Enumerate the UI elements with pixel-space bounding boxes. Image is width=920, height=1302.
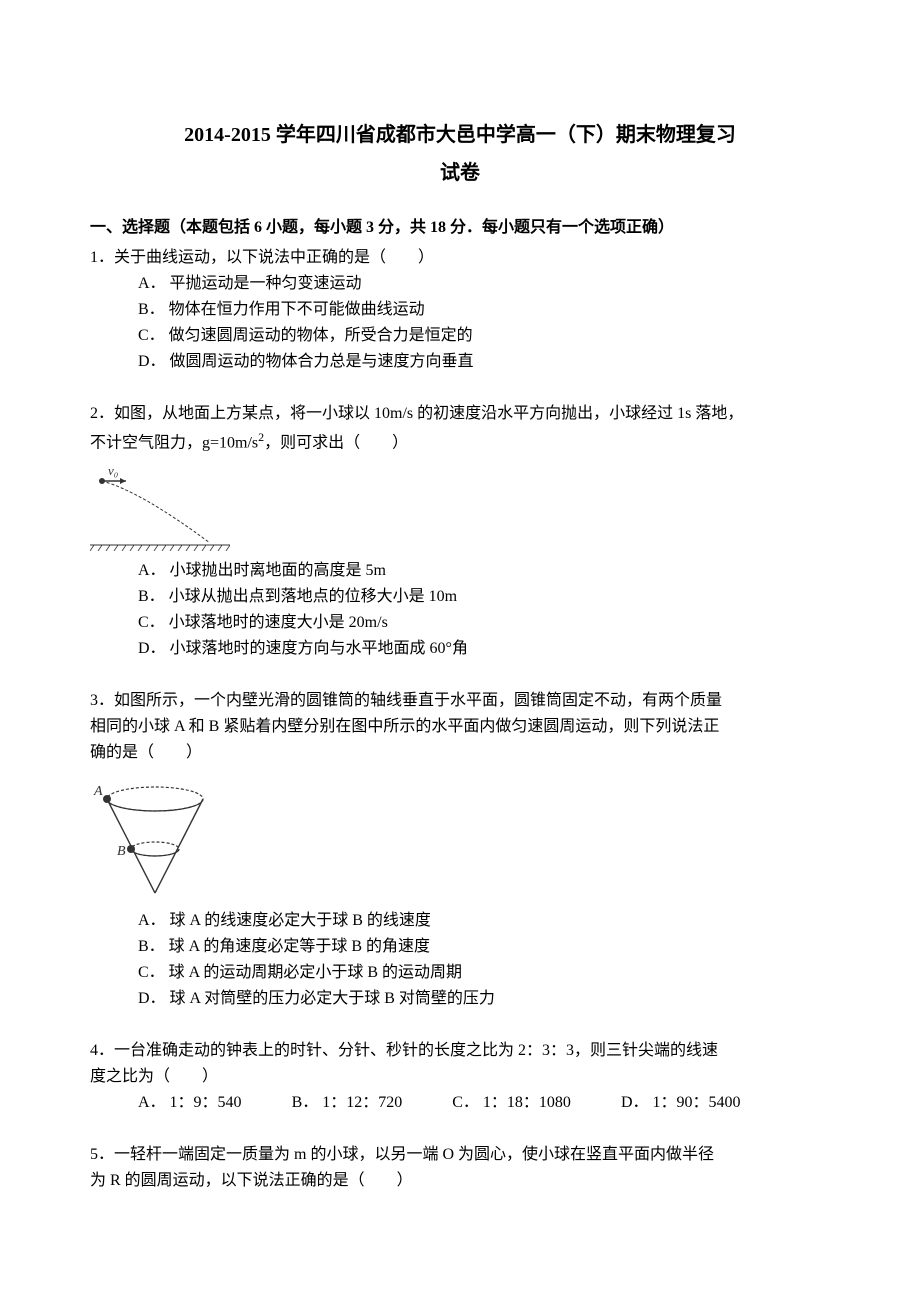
question-5-text-line2: 为 R 的圆周运动，以下说法正确的是（ ） <box>90 1169 830 1193</box>
label-a: A <box>93 784 103 799</box>
question-4-option-d: D． 1：90：5400 <box>621 1091 741 1115</box>
trajectory-curve <box>102 481 210 543</box>
question-2-option-d: D． 小球落地时的速度方向与水平地面成 60°角 <box>138 637 830 661</box>
question-4-text-line1: 4．一台准确走动的钟表上的时针、分针、秒针的长度之比为 2：3：3，则三针尖端的… <box>90 1039 830 1063</box>
question-5: 5．一轻杆一端固定一质量为 m 的小球，以另一端 O 为圆心，使小球在竖直平面内… <box>90 1143 830 1193</box>
question-1-option-c: C． 做匀速圆周运动的物体，所受合力是恒定的 <box>138 324 830 348</box>
ball-a <box>103 795 111 803</box>
cone-top-ellipse-front <box>107 799 203 811</box>
question-3-options: A． 球 A 的线速度必定大于球 B 的线速度 B． 球 A 的角速度必定等于球… <box>90 909 830 1011</box>
question-3-text-line2: 相同的小球 A 和 B 紧贴着内壁分别在图中所示的水平面内做匀速圆周运动，则下列… <box>90 715 830 739</box>
question-2-option-a: A． 小球抛出时离地面的高度是 5m <box>138 559 830 583</box>
question-2: 2．如图，从地面上方某点，将一小球以 10m/s 的初速度沿水平方向抛出，小球经… <box>90 402 830 661</box>
ground-hatching <box>90 545 230 551</box>
question-3-figure: A B <box>90 771 830 901</box>
velocity-label: v₀ <box>108 463 118 478</box>
section-header-1: 一、选择题（本题包括 6 小题，每小题 3 分，共 18 分．每小题只有一个选项… <box>90 216 830 240</box>
q2-text-suffix: ，则可求出（ ） <box>264 434 408 451</box>
question-1-options: A． 平抛运动是一种匀变速运动 B． 物体在恒力作用下不可能做曲线运动 C． 做… <box>90 272 830 374</box>
page-title-line1: 2014-2015 学年四川省成都市大邑中学高一（下）期末物理复习 <box>90 120 830 150</box>
question-5-text-line1: 5．一轻杆一端固定一质量为 m 的小球，以另一端 O 为圆心，使小球在竖直平面内… <box>90 1143 830 1167</box>
question-3-option-b: B． 球 A 的角速度必定等于球 B 的角速度 <box>138 935 830 959</box>
q2-text-prefix: 不计空气阻力，g=10m/s <box>90 434 258 451</box>
question-4-option-b: B． 1：12：720 <box>292 1091 403 1115</box>
question-4-text-line2: 度之比为（ ） <box>90 1065 830 1089</box>
cone-diagram: A B <box>90 771 220 901</box>
question-4-options: A． 1：9：540 B． 1：12：720 C． 1：18：1080 D． 1… <box>90 1091 830 1115</box>
question-2-figure: v₀ <box>90 461 830 551</box>
cone-side-right <box>155 799 203 893</box>
question-3-text-line3: 确的是（ ） <box>90 741 830 765</box>
question-3-option-d: D． 球 A 对筒壁的压力必定大于球 B 对筒壁的压力 <box>138 987 830 1011</box>
question-1-option-b: B． 物体在恒力作用下不可能做曲线运动 <box>138 298 830 322</box>
velocity-arrow-head <box>120 478 126 484</box>
question-3-text-line1: 3．如图所示，一个内壁光滑的圆锥筒的轴线垂直于水平面，圆锥筒固定不动，有两个质量 <box>90 689 830 713</box>
ball-b <box>127 845 135 853</box>
question-2-text-line1: 2．如图，从地面上方某点，将一小球以 10m/s 的初速度沿水平方向抛出，小球经… <box>90 402 830 426</box>
question-1-text: 1．关于曲线运动，以下说法中正确的是（ ） <box>90 246 830 270</box>
question-2-options: A． 小球抛出时离地面的高度是 5m B． 小球从抛出点到落地点的位移大小是 1… <box>90 559 830 661</box>
label-b: B <box>117 844 126 859</box>
question-3-option-c: C． 球 A 的运动周期必定小于球 B 的运动周期 <box>138 961 830 985</box>
page-title-line2: 试卷 <box>90 158 830 188</box>
projectile-diagram: v₀ <box>90 461 230 551</box>
question-1-option-d: D． 做圆周运动的物体合力总是与速度方向垂直 <box>138 350 830 374</box>
question-3: 3．如图所示，一个内壁光滑的圆锥筒的轴线垂直于水平面，圆锥筒固定不动，有两个质量… <box>90 689 830 1011</box>
question-2-option-c: C． 小球落地时的速度大小是 20m/s <box>138 611 830 635</box>
question-3-option-a: A． 球 A 的线速度必定大于球 B 的线速度 <box>138 909 830 933</box>
question-2-text-line2: 不计空气阻力，g=10m/s2，则可求出（ ） <box>90 428 830 455</box>
question-4-option-c: C． 1：18：1080 <box>452 1091 571 1115</box>
cone-mid-ellipse-front <box>131 849 179 856</box>
question-1: 1．关于曲线运动，以下说法中正确的是（ ） A． 平抛运动是一种匀变速运动 B．… <box>90 246 830 374</box>
question-2-option-b: B． 小球从抛出点到落地点的位移大小是 10m <box>138 585 830 609</box>
question-4-option-a: A． 1：9：540 <box>138 1091 242 1115</box>
question-1-option-a: A． 平抛运动是一种匀变速运动 <box>138 272 830 296</box>
question-4: 4．一台准确走动的钟表上的时针、分针、秒针的长度之比为 2：3：3，则三针尖端的… <box>90 1039 830 1115</box>
